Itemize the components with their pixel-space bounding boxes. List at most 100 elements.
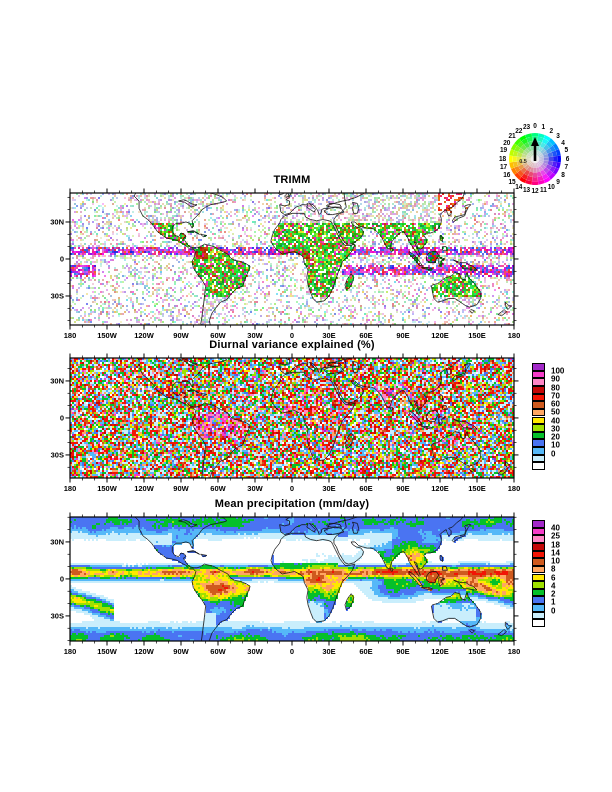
- x-tick-label: 60W: [210, 647, 226, 656]
- y-tick-label: 30N: [50, 376, 64, 386]
- colorbar-tick-label: 14: [551, 548, 560, 558]
- colorbar-box: [532, 401, 545, 409]
- colorbar-tick-label: 10: [551, 440, 560, 450]
- map-mean-precipitation: [70, 517, 514, 641]
- colorbar-box: [532, 542, 545, 551]
- colorbar-tick-label: 90: [551, 374, 560, 384]
- x-tick-label: 60E: [359, 484, 373, 493]
- x-tick-label: 60W: [210, 331, 226, 340]
- x-tick-label: 30W: [247, 647, 263, 656]
- colorbar-box: [532, 378, 545, 386]
- x-tick-label: 120E: [431, 484, 449, 493]
- panel2-title: Diurnal variance explained (%): [209, 339, 375, 351]
- colorbar-tick-label: 50: [551, 407, 560, 417]
- y-tick-label: 30N: [50, 537, 64, 547]
- colorbar-tick-label: 4: [551, 581, 556, 591]
- x-tick-label: 150W: [97, 647, 117, 656]
- x-tick-label: 30W: [247, 484, 263, 493]
- x-tick-label: 60E: [359, 331, 373, 340]
- colorbar-box: [532, 431, 545, 440]
- colorbar-tick-label: 80: [551, 383, 560, 393]
- colorbar-box: [532, 363, 545, 371]
- x-tick-label: 150E: [468, 647, 486, 656]
- map-diurnal-variance: [70, 358, 514, 478]
- map-trmm-phase: [70, 193, 514, 325]
- colorbar-precipitation: 40 25 18 14 10 8 6 4 2 1 0: [532, 520, 560, 627]
- x-tick-label: 180: [507, 484, 521, 493]
- x-tick-label: 90E: [396, 331, 410, 340]
- x-tick-label: 150W: [97, 484, 117, 493]
- x-tick-label: 30W: [247, 331, 263, 340]
- colorbar-box: [532, 565, 545, 574]
- y-tick-label: 30N: [50, 217, 64, 227]
- x-tick-label: 120W: [134, 331, 154, 340]
- colorbar-box: [532, 550, 545, 559]
- colorbar-tick-label: 8: [551, 564, 556, 574]
- diurnal-phase-clock-legend: [489, 110, 585, 206]
- colorbar-box: [532, 596, 545, 605]
- colorbar-box: [532, 611, 545, 620]
- y-tick-label: 30S: [50, 291, 64, 301]
- x-tick-label: 90E: [396, 484, 410, 493]
- colorbar-box: [532, 416, 545, 425]
- colorbar-box: [532, 439, 545, 448]
- x-tick-label: 120E: [431, 647, 449, 656]
- colorbar-box: [532, 424, 545, 432]
- colorbar-box: [532, 393, 545, 402]
- x-tick-label: 30E: [322, 484, 336, 493]
- colorbar-box: [532, 588, 545, 597]
- colorbar-box: [532, 385, 545, 394]
- colorbar-box: [532, 535, 545, 543]
- x-tick-label: 60E: [359, 647, 373, 656]
- x-tick-label: 30E: [322, 331, 336, 340]
- x-tick-label: 120W: [134, 484, 154, 493]
- colorbar-tick-label: 70: [551, 391, 560, 401]
- x-tick-label: 60W: [210, 484, 226, 493]
- colorbar-tick-label: 18: [551, 540, 560, 550]
- colorbar-box: [532, 619, 545, 627]
- colorbar-tick-label: 6: [551, 573, 556, 583]
- colorbar-variance: 100 90 80 70 60 50 40 30 20 10 0: [532, 363, 564, 470]
- colorbar-tick-label: 30: [551, 424, 560, 434]
- colorbar-tick-label: 100: [551, 366, 565, 376]
- colorbar-tick-label: 60: [551, 399, 560, 409]
- x-tick-label: 0: [289, 331, 295, 340]
- x-tick-label: 180: [63, 647, 77, 656]
- colorbar-tick-label: 0: [551, 606, 556, 616]
- colorbar-tick-label: 0: [551, 449, 556, 459]
- panel3-title: Mean precipitation (mm/day): [214, 498, 370, 510]
- colorbar-tick-label: 40: [551, 523, 560, 533]
- panel1-title: TRIMM: [273, 174, 311, 186]
- y-tick-label: 0: [59, 574, 64, 584]
- y-tick-label: 0: [59, 413, 64, 423]
- x-tick-label: 0: [289, 647, 295, 656]
- y-tick-label: 30S: [50, 611, 64, 621]
- colorbar-box: [532, 454, 545, 463]
- colorbar-box: [532, 604, 545, 612]
- x-tick-label: 90E: [396, 647, 410, 656]
- colorbar-box: [532, 573, 545, 582]
- colorbar-box: [532, 558, 545, 566]
- colorbar-box: [532, 520, 545, 528]
- x-tick-label: 150E: [468, 331, 486, 340]
- x-tick-label: 150W: [97, 331, 117, 340]
- x-tick-label: 180: [507, 331, 521, 340]
- x-tick-label: 90W: [173, 331, 189, 340]
- colorbar-box: [532, 527, 545, 536]
- colorbar-tick-label: 25: [551, 531, 560, 541]
- colorbar-box: [532, 581, 545, 589]
- x-tick-label: 180: [63, 484, 77, 493]
- colorbar-box: [532, 447, 545, 455]
- colorbar-tick-label: 2: [551, 589, 556, 599]
- y-tick-label: 30S: [50, 450, 64, 460]
- colorbar-tick-label: 1: [551, 597, 556, 607]
- y-tick-label: 0: [59, 254, 64, 264]
- x-tick-label: 0: [289, 484, 295, 493]
- x-tick-label: 90W: [173, 647, 189, 656]
- x-tick-label: 150E: [468, 484, 486, 493]
- x-tick-label: 30E: [322, 647, 336, 656]
- colorbar-box: [532, 370, 545, 379]
- x-tick-label: 180: [507, 647, 521, 656]
- colorbar-tick-label: 40: [551, 416, 560, 426]
